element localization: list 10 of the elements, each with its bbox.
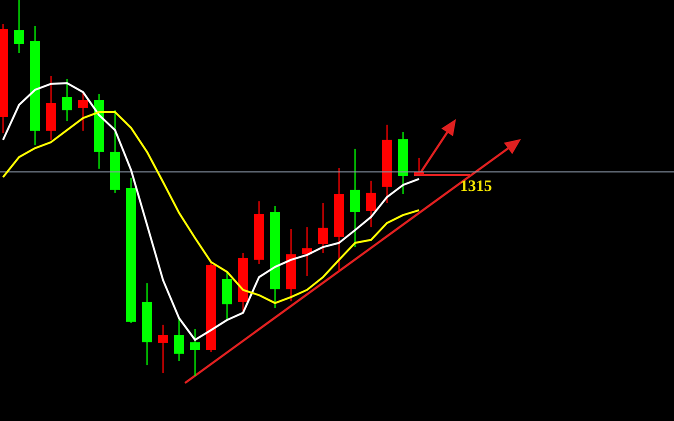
candlestick [174,317,184,362]
candlestick [14,0,24,54]
candlestick [190,328,200,377]
candlestick [318,202,328,254]
candlestick [366,180,376,228]
candlestick [350,148,360,248]
candlestick [62,78,72,122]
candlestick [78,91,88,132]
candlestick [158,324,168,374]
text: 1315 [460,177,492,197]
